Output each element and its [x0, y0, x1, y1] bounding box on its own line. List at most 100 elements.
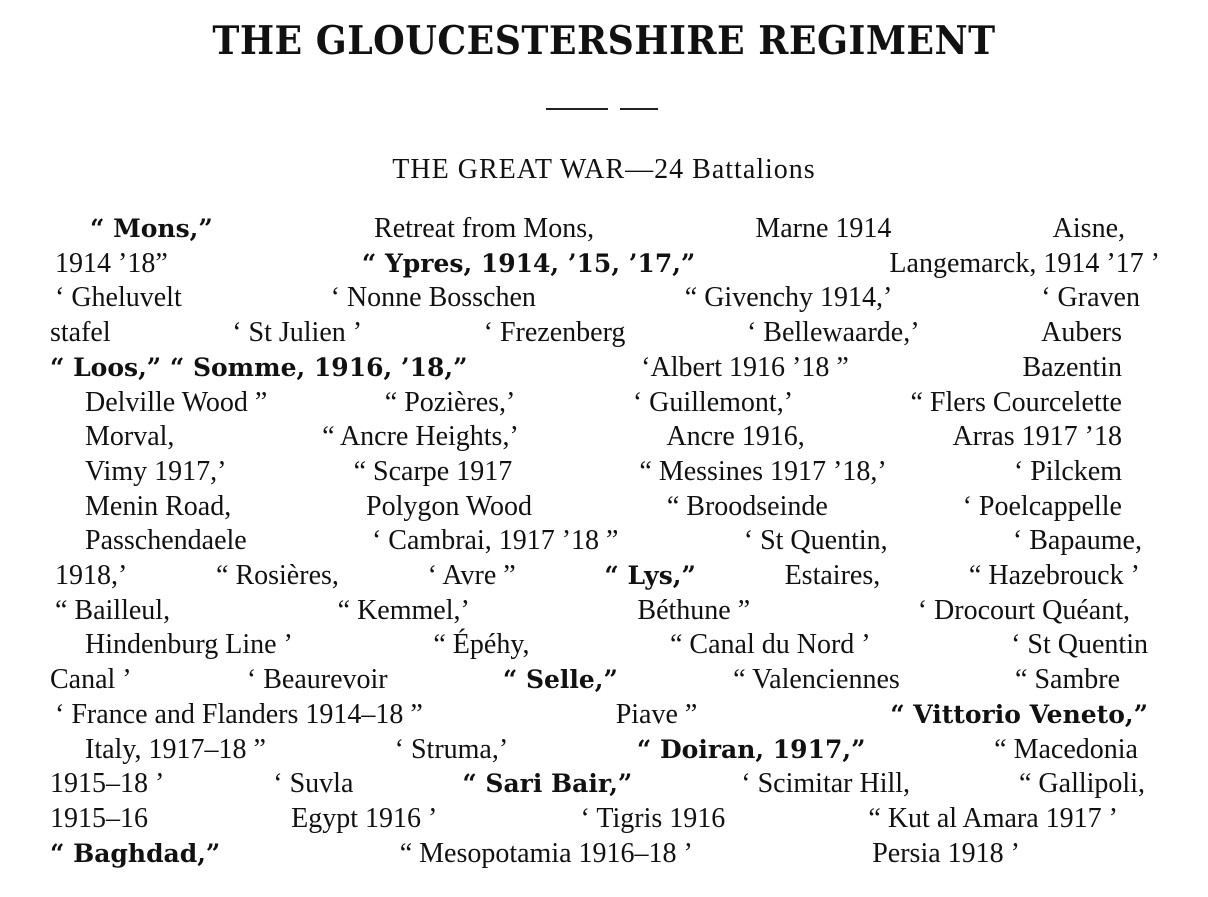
subtitle: THE GREAT WAR—24 Battalions [392, 154, 816, 185]
honour: ‘ Nonne Bosschen [330, 282, 536, 314]
honour: “ Kut al Amara 1917 ’ [868, 802, 1118, 834]
honour: Bazentin [1022, 351, 1122, 383]
honour: ‘ Bapaume, [1012, 525, 1142, 557]
honour: “ Gallipoli, [1019, 768, 1145, 800]
honour: Béthune ” [637, 594, 751, 626]
text-line: Italy, 1917–18 ” ‘ Struma,’ “ Doiran, 1917… [85, 733, 1138, 767]
honour: “ Givenchy 1914,’ [684, 282, 893, 314]
honour-bold: “ Vittorio Veneto,” [890, 699, 1148, 729]
honour: Hindenburg Line ’ [85, 629, 293, 661]
honour: ‘ Beaurevoir [246, 664, 388, 696]
honour: ‘ Cambrai, 1917 ’18 ” [371, 525, 619, 557]
honour: “ Scarpe 1917 [353, 455, 513, 487]
honour: Morval, [85, 421, 175, 453]
honour: “ Valenciennes [733, 664, 900, 696]
honour: “ Sambre [1015, 664, 1120, 696]
divider [546, 108, 658, 111]
text-line: ‘ France and Flanders 1914–18 ” Piave ” “ … [55, 698, 1148, 732]
honour: “ Kemmel,’ [337, 594, 470, 626]
honour: “ Pozières,’ [384, 386, 516, 418]
honour: ‘ Gheluvelt [55, 282, 182, 314]
text-line: stafel ‘ St Julien ’ ‘ Frezenberg ‘ Bellewa… [50, 316, 1122, 350]
divider-rule [546, 108, 608, 110]
honour: Italy, 1917–18 ” [85, 733, 266, 765]
honour: Persia 1918 ’ [872, 837, 1020, 869]
honour: ‘ Graven [1041, 282, 1140, 314]
honour: Marne 1914 [755, 213, 892, 244]
page-title: THE GLOUCESTERSHIRE REGIMENT [212, 18, 996, 64]
honour: Polygon Wood [366, 490, 533, 522]
honour: ‘ Poelcappelle [962, 490, 1122, 522]
honour: ‘ Suvla [273, 768, 354, 800]
honour: Ancre 1916, [666, 421, 805, 453]
honour: 1915–18 ’ [50, 768, 165, 800]
honour: “ Canal du Nord ’ [670, 629, 871, 661]
honour-bold: “ Ypres, 1914, ’15, ’17,” [361, 248, 696, 278]
honour-bold: “ Mons,” [90, 214, 213, 243]
text-line: Vimy 1917,’ “ Scarpe 1917 “ Messines 1917 … [85, 455, 1122, 489]
honour: “ Mesopotamia 1916–18 ’ [399, 837, 693, 869]
honour: Estaires, [784, 560, 881, 591]
honour: Piave ” [615, 698, 698, 730]
honour: Delville Wood ” [85, 386, 268, 418]
honour: ‘Albert 1916 ’18 ” [641, 351, 849, 383]
honour: Menin Road, [85, 490, 232, 522]
honour: ‘ Tigris 1916 [580, 802, 726, 834]
honour: “ Broodseinde [666, 490, 828, 522]
honour-bold: “ Loos,” “ Somme, 1916, ’18,” [50, 352, 468, 382]
text-line: 1918,’ “ Rosières, ‘ Avre ” “ Lys,” Estaires… [55, 559, 1140, 593]
honour: “ Ancre Heights,’ [322, 421, 519, 453]
text-line: 1915–16 Egypt 1916 ’ ‘ Tigris 1916 “ Kut al… [50, 802, 1118, 836]
honour: “ Messines 1917 ’18,’ [639, 455, 887, 487]
honour: ‘ Pilckem [1013, 455, 1122, 487]
text-line: Hindenburg Line ’ “ Épéhy, “ Canal du Nord… [85, 628, 1148, 662]
text-line: “ Baghdad,” “ Mesopotamia 1916–18 ’ Persia… [50, 837, 1020, 871]
text-line: “ Loos,” “ Somme, 1916, ’18,” ‘Albert 191… [50, 351, 1122, 385]
honour-bold: “ Sari Bair,” [462, 769, 633, 799]
honour: “ Épéhy, [433, 629, 530, 661]
honour: 1914 ’18” [55, 247, 168, 279]
text-line: “ Bailleul, “ Kemmel,’ Béthune ” ‘ Drocourt… [55, 594, 1130, 628]
honour: ‘ St Quentin [1011, 629, 1148, 661]
honour: Vimy 1917,’ [85, 455, 227, 487]
honour: 1915–16 [50, 802, 148, 834]
honour: Canal ’ [50, 664, 132, 696]
honour: Aubers [1041, 317, 1122, 349]
text-line: Morval, “ Ancre Heights,’ Ancre 1916, Arras… [85, 420, 1122, 454]
text-line: 1914 ’18” “ Ypres, 1914, ’15, ’17,” Langem… [55, 247, 1160, 281]
text-line: Delville Wood ” “ Pozières,’ ‘ Guillemont,… [85, 386, 1122, 420]
honour: ‘ Struma,’ [394, 733, 509, 765]
honour: ‘ France and Flanders 1914–18 ” [55, 698, 423, 730]
honour: Aisne, [1052, 213, 1125, 244]
text-line: Canal ’ ‘ Beaurevoir “ Selle,” “ Valencienn… [50, 663, 1120, 697]
honour: “ Hazebrouck ’ [968, 560, 1140, 591]
honour: ‘ St Quentin, [743, 525, 888, 557]
honour: “ Flers Courcelette [910, 386, 1122, 418]
text-line: 1915–18 ’ ‘ Suvla “ Sari Bair,” ‘ Scimitar … [50, 767, 1145, 801]
honour: ‘ Scimitar Hill, [741, 768, 911, 800]
honour: Arras 1917 ’18 [952, 421, 1122, 453]
honour: Langemarck, 1914 ’17 ’ [889, 247, 1160, 279]
honour: ‘ St Julien ’ [232, 317, 363, 349]
honour: 1918,’ [55, 560, 128, 591]
text-line: ‘ Gheluvelt ‘ Nonne Bosschen “ Givenchy 19… [55, 281, 1140, 315]
honour: ‘ Drocourt Quéant, [917, 594, 1130, 626]
honour: “ Macedonia [994, 733, 1138, 765]
honour: ‘ Avre ” [427, 560, 516, 591]
text-line: “ Mons,” Retreat from Mons, Marne 1914 Aisn… [90, 212, 1125, 246]
honour: ‘ Frezenberg [483, 317, 626, 349]
honour: “ Bailleul, [55, 594, 171, 626]
honour-bold: “ Baghdad,” [50, 838, 221, 868]
honour: “ Rosières, [216, 560, 339, 591]
honour: Egypt 1916 ’ [291, 802, 438, 834]
divider-rule [620, 108, 658, 110]
honour-bold: “ Selle,” [502, 665, 618, 695]
honour-bold: “ Doiran, 1917,” [636, 734, 866, 764]
text-line: Menin Road, Polygon Wood “ Broodseinde ‘ Po… [85, 490, 1122, 524]
honour: ‘ Bellewaarde,’ [746, 317, 920, 349]
honour: stafel [50, 317, 111, 349]
honour: Passchendaele [85, 525, 247, 557]
honour: ‘ Guillemont,’ [632, 386, 794, 418]
honour-bold: “ Lys,” [604, 561, 696, 590]
text-line: Passchendaele ‘ Cambrai, 1917 ’18 ” ‘ St Q… [85, 524, 1142, 558]
